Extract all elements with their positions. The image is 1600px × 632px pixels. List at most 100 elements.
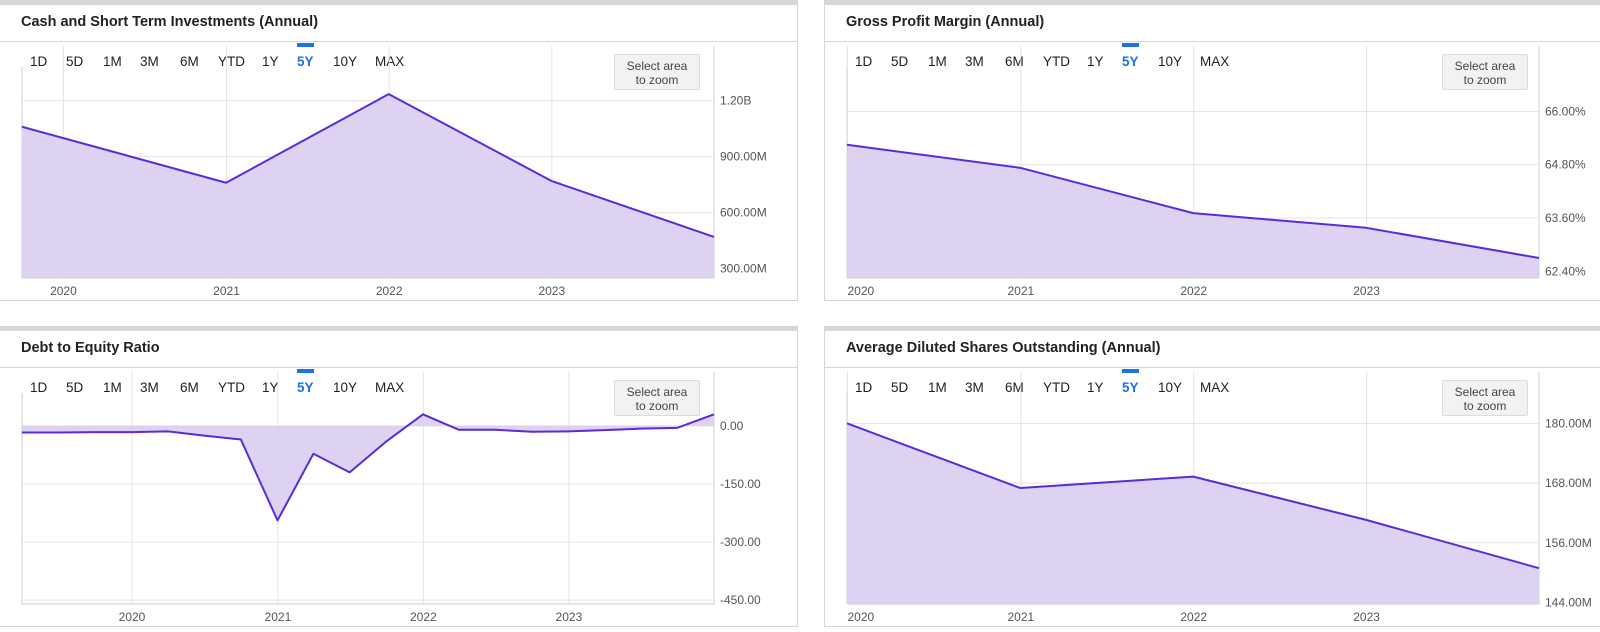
range-button-5d[interactable]: 5D: [891, 380, 909, 395]
series-line: [846, 143, 1540, 259]
area-chart[interactable]: 180.00M 168.00M 156.00M 144.00M 2020 2021 2022…: [825, 331, 1600, 632]
range-button-ytd[interactable]: YTD: [1043, 380, 1070, 395]
data-point[interactable]: [1017, 165, 1023, 171]
range-button-5y[interactable]: 5Y: [1122, 369, 1139, 398]
data-point[interactable]: [711, 411, 717, 417]
data-point[interactable]: [238, 436, 244, 442]
range-button-max[interactable]: MAX: [375, 380, 405, 395]
y-tick-label: 156.00M: [1545, 536, 1592, 550]
range-button-1m[interactable]: 1M: [103, 54, 122, 69]
data-point[interactable]: [223, 180, 229, 186]
data-point[interactable]: [1190, 210, 1196, 216]
range-button-1y[interactable]: 1Y: [1087, 380, 1104, 395]
data-point[interactable]: [492, 427, 498, 433]
data-point[interactable]: [548, 178, 554, 184]
series-area: [847, 423, 1539, 604]
range-button-1m[interactable]: 1M: [103, 380, 122, 395]
range-button-1d[interactable]: 1D: [30, 380, 48, 395]
data-point[interactable]: [19, 429, 25, 435]
y-tick-label: 900.00M: [720, 150, 767, 164]
range-button-5y[interactable]: 5Y: [1122, 43, 1139, 72]
range-button-10y[interactable]: 10Y: [1158, 380, 1183, 395]
range-button-10y[interactable]: 10Y: [1158, 54, 1183, 69]
data-point[interactable]: [420, 411, 426, 417]
data-point[interactable]: [1190, 474, 1196, 480]
range-button-3m[interactable]: 3M: [140, 380, 159, 395]
range-button-1y[interactable]: 1Y: [262, 380, 279, 395]
data-point[interactable]: [1363, 225, 1369, 231]
data-point[interactable]: [383, 438, 389, 444]
range-button-3m[interactable]: 3M: [965, 54, 984, 69]
data-point[interactable]: [19, 124, 25, 130]
data-point[interactable]: [92, 429, 98, 435]
range-button-ytd[interactable]: YTD: [218, 380, 245, 395]
x-tick-label: 2022: [410, 610, 437, 624]
area-chart[interactable]: 0.00 -150.00 -300.00 -450.00 2020 2021 2022 202…: [0, 331, 798, 632]
data-point[interactable]: [601, 427, 607, 433]
range-button-1d[interactable]: 1D: [855, 380, 873, 395]
x-tick-label: 2023: [1353, 284, 1380, 298]
range-button-10y[interactable]: 10Y: [333, 54, 358, 69]
y-tick-label: -150.00: [720, 477, 761, 491]
data-point[interactable]: [275, 517, 281, 523]
data-point[interactable]: [844, 142, 850, 148]
data-point[interactable]: [566, 428, 572, 434]
range-button-5y[interactable]: 5Y: [297, 369, 314, 398]
data-point[interactable]: [1363, 517, 1369, 523]
zoom-label-line1: Select area: [626, 59, 688, 73]
data-point[interactable]: [456, 427, 462, 433]
range-button-6m[interactable]: 6M: [180, 54, 199, 69]
range-button-max[interactable]: MAX: [1200, 380, 1230, 395]
data-point[interactable]: [55, 429, 61, 435]
y-tick-label: 64.80%: [1545, 158, 1586, 172]
range-button-3m[interactable]: 3M: [140, 54, 159, 69]
range-button-ytd[interactable]: YTD: [218, 54, 245, 69]
series-line: [21, 93, 715, 238]
range-button-1m[interactable]: 1M: [928, 380, 947, 395]
x-tick-label: 2021: [265, 610, 292, 624]
range-button-5y[interactable]: 5Y: [297, 43, 314, 72]
data-point[interactable]: [529, 429, 535, 435]
data-point[interactable]: [201, 433, 207, 439]
data-point[interactable]: [711, 234, 717, 240]
data-point[interactable]: [310, 451, 316, 457]
data-point[interactable]: [129, 429, 135, 435]
range-button-10y[interactable]: 10Y: [333, 380, 358, 395]
data-point[interactable]: [1536, 255, 1542, 261]
range-button-5d[interactable]: 5D: [891, 54, 909, 69]
data-point[interactable]: [1536, 565, 1542, 571]
select-area-zoom-button[interactable]: Select area to zoom: [1442, 380, 1528, 416]
area-chart[interactable]: 66.00% 64.80% 63.60% 62.40% 2020 2021 2022 2023: [825, 5, 1600, 306]
data-point[interactable]: [1017, 485, 1023, 491]
range-button-1d[interactable]: 1D: [30, 54, 48, 69]
data-point[interactable]: [165, 428, 171, 434]
series-area: [22, 414, 714, 521]
data-point[interactable]: [844, 420, 850, 426]
range-button-5d[interactable]: 5D: [66, 380, 84, 395]
data-point[interactable]: [674, 425, 680, 431]
y-tick-label: -450.00: [720, 593, 761, 607]
series-area: [22, 94, 714, 278]
select-area-zoom-button[interactable]: Select area to zoom: [614, 54, 700, 90]
data-point[interactable]: [638, 426, 644, 432]
range-button-ytd[interactable]: YTD: [1043, 54, 1070, 69]
range-button-max[interactable]: MAX: [1200, 54, 1230, 69]
range-button-1y[interactable]: 1Y: [1087, 54, 1104, 69]
range-button-5d[interactable]: 5D: [66, 54, 84, 69]
area-chart[interactable]: 1.20B 900.00M 600.00M 300.00M 2020 2021 2022 20…: [0, 5, 798, 306]
data-point[interactable]: [347, 469, 353, 475]
range-button-3m[interactable]: 3M: [965, 380, 984, 395]
chart-panel-debt-equity: Debt to Equity Ratio 1D 5D 1M 3M 6M YTD 1Y 5Y 10…: [0, 326, 798, 627]
y-tick-label: 168.00M: [1545, 476, 1592, 490]
range-button-1y[interactable]: 1Y: [262, 54, 279, 69]
range-button-6m[interactable]: 6M: [180, 380, 199, 395]
series-line: [846, 422, 1540, 570]
select-area-zoom-button[interactable]: Select area to zoom: [1442, 54, 1528, 90]
select-area-zoom-button[interactable]: Select area to zoom: [614, 380, 700, 416]
data-point[interactable]: [386, 91, 392, 97]
range-button-1m[interactable]: 1M: [928, 54, 947, 69]
range-button-6m[interactable]: 6M: [1005, 54, 1024, 69]
range-button-1d[interactable]: 1D: [855, 54, 873, 69]
x-tick-label: 2023: [1353, 610, 1380, 624]
range-button-6m[interactable]: 6M: [1005, 380, 1024, 395]
